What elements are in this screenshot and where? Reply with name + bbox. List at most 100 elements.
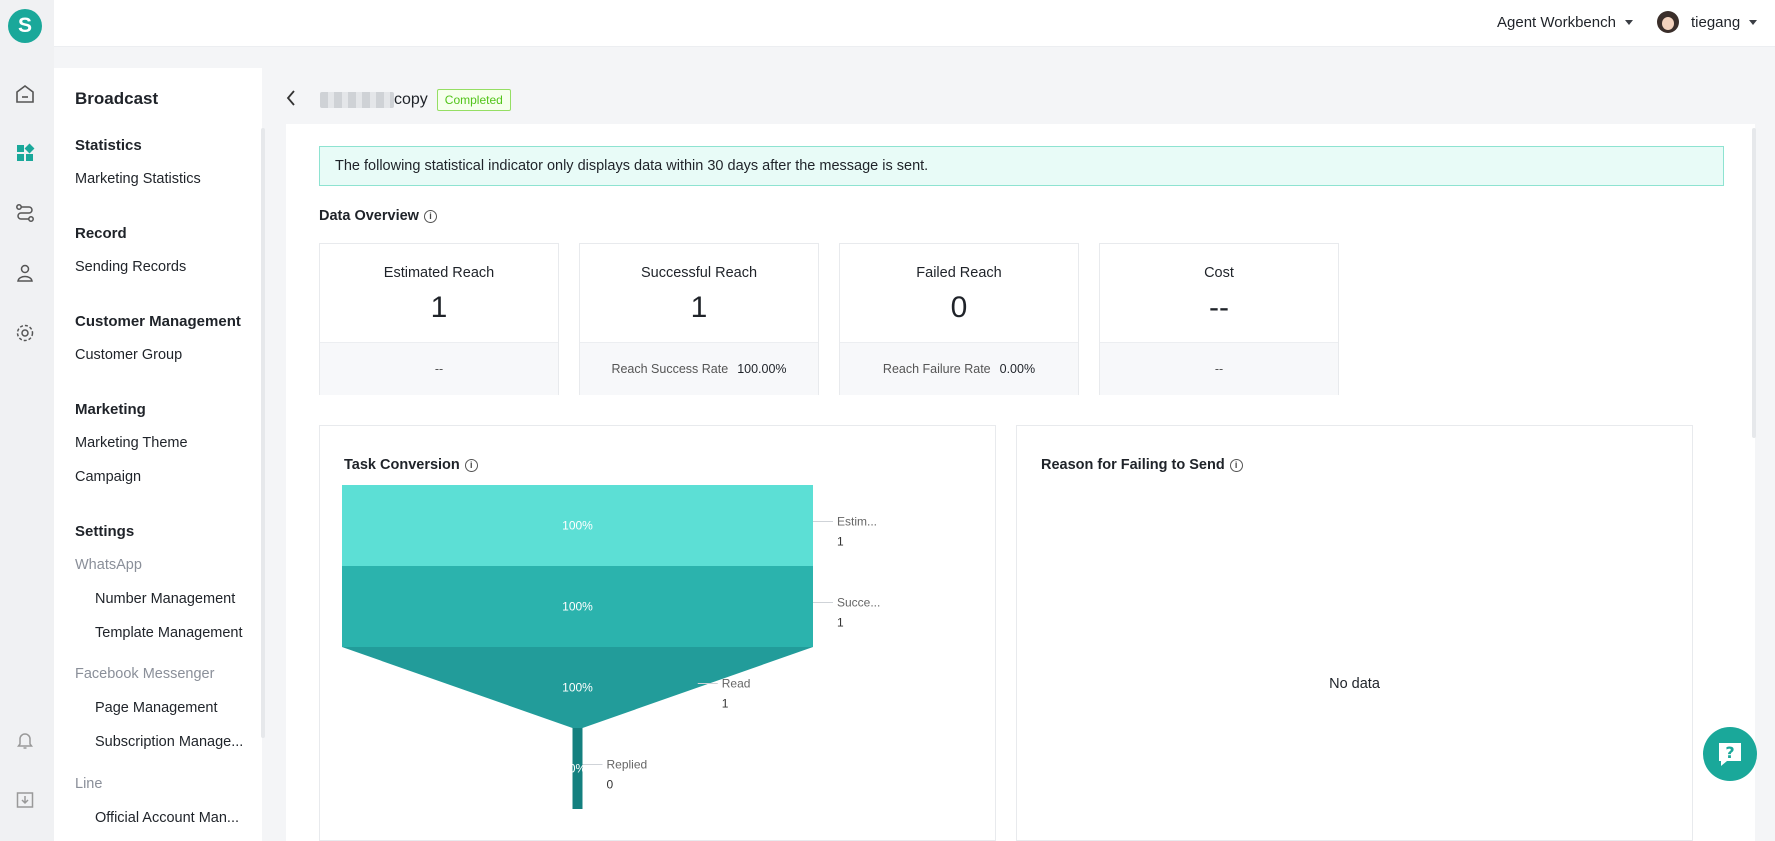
info-icon[interactable]: i — [423, 209, 437, 223]
card-foot: -- — [320, 342, 558, 395]
bell-icon[interactable] — [13, 728, 37, 752]
data-overview-title: Data Overview i — [319, 208, 437, 224]
user-menu[interactable]: tiegang — [1657, 0, 1758, 44]
notice-banner: The following statistical indicator only… — [319, 146, 1724, 186]
card-foot-label: -- — [434, 362, 444, 376]
avatar — [1657, 11, 1679, 33]
sidebar-item-customer-group[interactable]: Customer Group — [75, 347, 183, 363]
sidebar-item-official-account-management[interactable]: Official Account Man... — [95, 810, 239, 826]
sidebar-group-settings: Settings — [75, 523, 135, 540]
top-bar: Agent Workbench tiegang — [54, 0, 1775, 47]
agent-workbench-dropdown[interactable]: Agent Workbench — [1497, 0, 1633, 44]
card-value: -- — [1209, 291, 1229, 324]
sidebar-group-marketing: Marketing — [75, 401, 146, 418]
sidebar-group-customer-management: Customer Management — [75, 313, 241, 330]
sidebar-item-marketing-theme[interactable]: Marketing Theme — [75, 435, 188, 451]
sidebar-item-page-management[interactable]: Page Management — [95, 700, 218, 716]
card-value: 1 — [430, 291, 448, 324]
card-foot-value: 100.00% — [737, 362, 787, 376]
funnel-stage-value: 1 — [722, 697, 729, 711]
help-button[interactable]: ? — [1703, 727, 1757, 781]
back-icon[interactable] — [284, 88, 298, 113]
card-foot: -- — [1100, 342, 1338, 395]
download-icon[interactable] — [13, 788, 37, 812]
card-foot-label: Reach Success Rate — [611, 362, 729, 376]
help-icon: ? — [1719, 743, 1741, 766]
home-icon[interactable] — [13, 82, 37, 106]
page-title: copy — [394, 91, 428, 108]
failing-reason-title: Reason for Failing to Send i — [1041, 457, 1243, 473]
funnel-stage[interactable] — [572, 728, 583, 809]
funnel-stage[interactable] — [342, 647, 813, 728]
user-name: tiegang — [1691, 13, 1741, 31]
card-estimated-reach: Estimated Reach 1 -- — [319, 243, 559, 395]
dashboard-icon[interactable] — [13, 141, 37, 165]
card-foot: Reach Failure Rate 0.00% — [840, 342, 1078, 395]
task-conversion-panel: Task Conversion i 100% Estim... 1 100% Succe… — [319, 425, 996, 841]
sidebar-item-marketing-statistics[interactable]: Marketing Statistics — [75, 171, 201, 187]
user-icon[interactable] — [13, 261, 37, 285]
status-badge: Completed — [436, 89, 511, 111]
sidebar-item-subscription-management[interactable]: Subscription Manage... — [95, 734, 244, 750]
funnel-stage-percent: 0% — [569, 762, 587, 776]
blurred-title — [320, 92, 394, 108]
card-value: 1 — [690, 291, 708, 324]
svg-text:?: ? — [1725, 743, 1734, 762]
card-label: Successful Reach — [640, 265, 758, 281]
sidebar-group-record: Record — [75, 225, 127, 242]
funnel-stage[interactable] — [342, 566, 813, 647]
funnel-stage-percent: 100% — [562, 519, 593, 533]
sidebar-item-template-management[interactable]: Template Management — [95, 625, 243, 641]
chevron-down-icon — [1749, 19, 1758, 25]
icon-rail: S — [0, 0, 54, 841]
sidebar-group-statistics: Statistics — [75, 137, 142, 154]
card-foot-label: -- — [1214, 362, 1224, 376]
funnel-stage-name: Succe... — [837, 596, 880, 610]
card-successful-reach: Successful Reach 1 Reach Success Rate 10… — [579, 243, 819, 395]
sidebar-item-sending-records[interactable]: Sending Records — [75, 259, 187, 275]
empty-state-text: No data — [1329, 676, 1380, 692]
funnel-stage-percent: 100% — [562, 600, 593, 614]
card-foot: Reach Success Rate 100.00% — [580, 342, 818, 395]
card-value: 0 — [950, 291, 968, 324]
funnel-stage-name: Read — [722, 677, 751, 691]
funnel-stage-name: Estim... — [837, 515, 877, 529]
sidebar-sub-whatsapp[interactable]: WhatsApp — [75, 557, 142, 573]
card-foot-value: 0.00% — [999, 362, 1036, 376]
funnel-stage-value: 1 — [837, 535, 844, 549]
sidebar-title: Broadcast — [75, 89, 159, 108]
funnel-chart: 100% Estim... 1 100% Succe... 1 100% Read 1 0% Rep… — [342, 485, 880, 809]
task-conversion-label: Task Conversion — [344, 457, 460, 473]
failing-reason-label: Reason for Failing to Send — [1041, 457, 1225, 473]
agent-workbench-label: Agent Workbench — [1497, 13, 1616, 31]
funnel-stage-name: Replied — [607, 758, 648, 772]
failing-reason-panel: Reason for Failing to Send i No data — [1016, 425, 1693, 841]
sidebar: Broadcast Statistics Marketing Statistic… — [54, 68, 262, 841]
sidebar-item-campaign[interactable]: Campaign — [75, 469, 142, 485]
route-icon[interactable] — [13, 201, 37, 225]
funnel-stage-value: 0 — [607, 778, 614, 792]
info-icon[interactable]: i — [464, 458, 478, 472]
main-panel: The following statistical indicator only… — [286, 124, 1755, 841]
app-logo[interactable]: S — [8, 9, 42, 43]
sidebar-sub-facebook-messenger[interactable]: Facebook Messenger — [75, 666, 215, 682]
info-icon[interactable]: i — [1229, 458, 1243, 472]
sidebar-scrollbar[interactable] — [261, 128, 265, 738]
data-overview-label: Data Overview — [319, 208, 419, 224]
card-label: Failed Reach — [916, 265, 1002, 281]
funnel-stage[interactable] — [342, 485, 813, 566]
card-label: Estimated Reach — [383, 265, 495, 281]
sidebar-sub-line[interactable]: Line — [75, 776, 103, 792]
gear-icon[interactable] — [13, 321, 37, 345]
page-header: copy Completed — [284, 88, 511, 112]
funnel-stage-value: 1 — [837, 616, 844, 630]
card-label: Cost — [1204, 265, 1234, 281]
card-cost: Cost -- -- — [1099, 243, 1339, 395]
task-conversion-title: Task Conversion i — [344, 457, 478, 473]
chevron-down-icon — [1624, 19, 1633, 25]
sidebar-item-number-management[interactable]: Number Management — [95, 591, 236, 607]
funnel-stage-percent: 100% — [562, 681, 593, 695]
content-scrollbar[interactable] — [1752, 128, 1756, 438]
card-foot-label: Reach Failure Rate — [882, 362, 991, 376]
card-failed-reach: Failed Reach 0 Reach Failure Rate 0.00% — [839, 243, 1079, 395]
